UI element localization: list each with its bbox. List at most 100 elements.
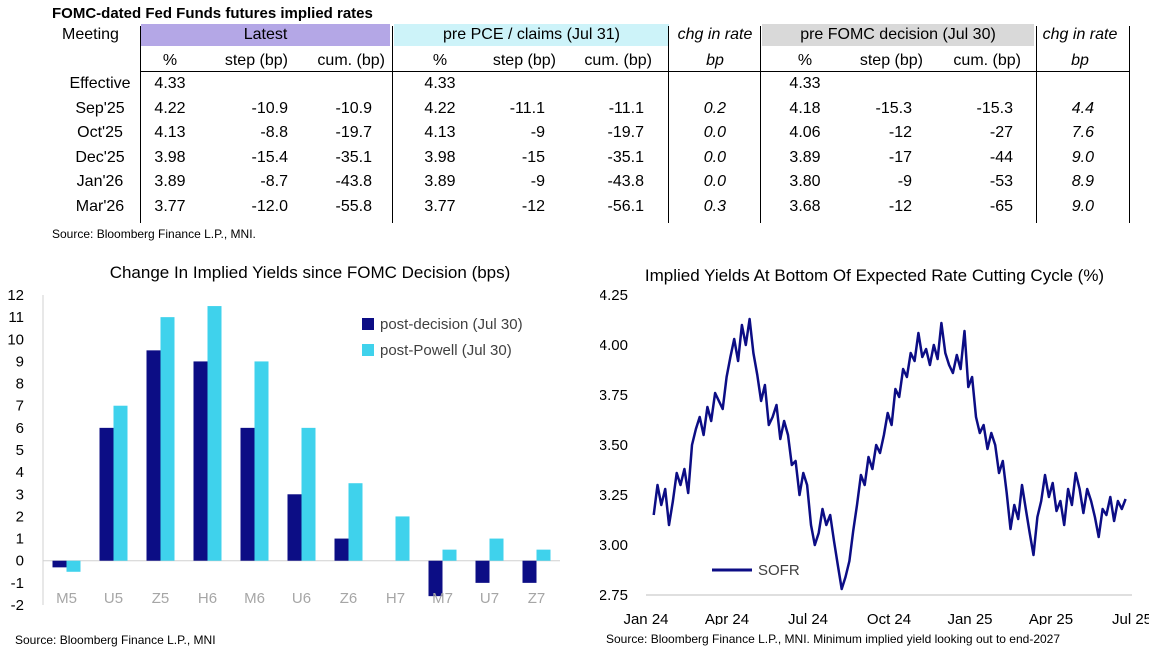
bar-Z7-s2 bbox=[536, 549, 551, 561]
bar-H6-s2 bbox=[207, 306, 222, 561]
cell-f-cum: -65 bbox=[989, 198, 1013, 215]
cell-p-step: -12 bbox=[521, 198, 545, 215]
bar-Z7-s1 bbox=[522, 560, 537, 583]
legend-swatch-1 bbox=[362, 318, 374, 330]
bar-chart-source: Source: Bloomberg Finance L.P., MNI bbox=[15, 633, 216, 647]
x-tick-label: Z6 bbox=[340, 590, 358, 607]
cell-l-cum: -10.9 bbox=[335, 99, 372, 117]
cell-l-pct: 3.98 bbox=[154, 148, 186, 166]
bar-U6-s2 bbox=[301, 427, 316, 561]
x-tick-label: Apr 25 bbox=[1029, 611, 1073, 625]
header-rule bbox=[140, 71, 1130, 72]
cell-l-pct: 3.89 bbox=[154, 173, 186, 191]
sub-latest-cum: cum. (bp) bbox=[317, 52, 385, 69]
cell-f-pct: 3.68 bbox=[789, 198, 821, 215]
cell-f-pct: 3.80 bbox=[789, 173, 821, 191]
legend-label-1: post-decision (Jul 30) bbox=[380, 316, 523, 333]
x-tick-label: Jan 25 bbox=[947, 611, 992, 625]
x-tick-label: Z5 bbox=[152, 590, 170, 607]
legend-label-2: post-Powell (Jul 30) bbox=[380, 342, 512, 359]
cell-p-cum: -35.1 bbox=[607, 148, 644, 166]
bar-M7-s1 bbox=[428, 560, 443, 597]
sub-pce-pct: % bbox=[432, 52, 448, 69]
line-chart-title: Implied Yields At Bottom Of Expected Rat… bbox=[644, 266, 1105, 285]
x-tick-label: Jan 24 bbox=[623, 611, 668, 625]
cell-f-pct: 4.33 bbox=[789, 75, 821, 92]
cell-p-step: -15 bbox=[521, 148, 545, 166]
cell-meeting: Jan'26 bbox=[76, 173, 124, 191]
cell-p-pct: 4.13 bbox=[424, 124, 456, 142]
sofr-line bbox=[652, 317, 1127, 591]
cell-chg1: 0.0 bbox=[703, 124, 726, 142]
cell-f-pct: 4.18 bbox=[789, 99, 821, 117]
y-tick-label: 12 bbox=[7, 287, 24, 304]
bar-Z6-s1 bbox=[334, 538, 349, 561]
x-tick-label: H6 bbox=[198, 590, 217, 607]
cell-meeting: Oct'25 bbox=[77, 124, 123, 142]
y-tick-label: 1 bbox=[16, 531, 24, 548]
cell-p-pct: 4.22 bbox=[424, 99, 456, 117]
cell-l-cum: -55.8 bbox=[335, 198, 372, 215]
sub-chg2-bp: bp bbox=[1071, 52, 1089, 69]
latest-header: Latest bbox=[243, 26, 288, 43]
y-tick-label: -2 bbox=[11, 597, 24, 614]
cell-chg2: 8.9 bbox=[1071, 173, 1094, 191]
divider-2 bbox=[392, 26, 393, 223]
sub-fomc-step: step (bp) bbox=[859, 52, 923, 69]
bar-Z5-s2 bbox=[160, 317, 175, 561]
cell-f-step: -15.3 bbox=[875, 99, 912, 117]
pre-fomc-header: pre FOMC decision (Jul 30) bbox=[800, 26, 996, 43]
cell-l-pct: 4.33 bbox=[154, 75, 186, 92]
x-tick-label: M5 bbox=[56, 590, 77, 607]
y-tick-label: 3.00 bbox=[600, 537, 628, 554]
cell-p-pct: 4.33 bbox=[424, 75, 456, 92]
latest-header-bg bbox=[141, 24, 390, 46]
sub-fomc-cum: cum. (bp) bbox=[953, 52, 1021, 69]
cell-chg1: 0.0 bbox=[703, 148, 726, 166]
cell-l-cum: -19.7 bbox=[335, 124, 372, 142]
divider-4 bbox=[760, 26, 761, 223]
cell-p-cum: -19.7 bbox=[607, 124, 644, 142]
cell-chg1: 0.0 bbox=[703, 173, 726, 191]
y-tick-label: 10 bbox=[7, 331, 24, 348]
bar-Z5-s1 bbox=[146, 350, 161, 561]
y-tick-label: -1 bbox=[11, 575, 24, 592]
sub-pce-step: step (bp) bbox=[492, 52, 556, 69]
y-tick-label: 7 bbox=[16, 398, 24, 415]
cell-l-cum: -35.1 bbox=[335, 148, 372, 166]
x-tick-label: Z7 bbox=[528, 590, 546, 607]
x-tick-label: Apr 24 bbox=[705, 611, 749, 625]
x-tick-label: M7 bbox=[432, 590, 453, 607]
x-tick-label: U5 bbox=[104, 590, 123, 607]
cell-chg2: 4.4 bbox=[1071, 99, 1094, 117]
cell-meeting: Effective bbox=[69, 75, 131, 92]
cell-p-cum: -11.1 bbox=[608, 99, 644, 117]
bar-M5-s1 bbox=[52, 560, 67, 568]
x-tick-label: U6 bbox=[292, 590, 311, 607]
y-tick-label: 4.00 bbox=[600, 337, 628, 354]
bar-H7-s2 bbox=[395, 516, 410, 561]
y-tick-label: 11 bbox=[8, 309, 24, 326]
cell-p-step: -9 bbox=[530, 173, 545, 191]
cell-l-step: -15.4 bbox=[251, 148, 288, 166]
cell-p-pct: 3.98 bbox=[424, 148, 456, 166]
cell-f-step: -9 bbox=[897, 173, 912, 191]
cell-chg2: 9.0 bbox=[1071, 198, 1094, 215]
y-tick-label: 2 bbox=[16, 508, 24, 525]
table-title: FOMC-dated Fed Funds futures implied rat… bbox=[52, 5, 373, 22]
x-tick-label: M6 bbox=[244, 590, 265, 607]
x-tick-label: Oct 24 bbox=[867, 611, 911, 625]
divider-5 bbox=[1036, 26, 1037, 223]
bar-H6-s1 bbox=[193, 361, 208, 561]
cell-f-cum: -44 bbox=[989, 148, 1013, 166]
meeting-header: Meeting bbox=[62, 26, 119, 43]
bar-U5-s1 bbox=[99, 427, 114, 561]
y-tick-label: 5 bbox=[16, 442, 24, 459]
y-tick-label: 9 bbox=[16, 353, 24, 370]
table-source: Source: Bloomberg Finance L.P., MNI. bbox=[52, 227, 256, 241]
line-chart: 2.75 3.00 3.25 3.50 3.75 4.00 4.25 Jan 24 Apr 24… bbox=[600, 287, 1149, 625]
bar-U7-s2 bbox=[489, 538, 504, 561]
cell-p-pct: 3.89 bbox=[424, 173, 456, 191]
cell-l-pct: 4.13 bbox=[154, 124, 186, 142]
